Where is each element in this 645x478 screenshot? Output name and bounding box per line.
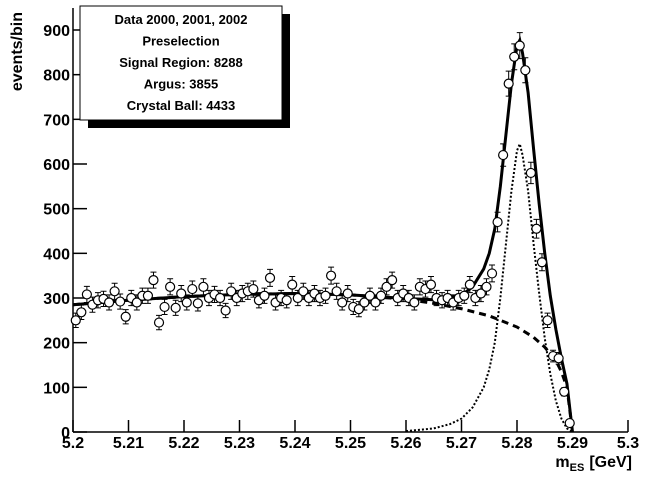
y-tick-label: 0 [61,425,70,442]
x-tick-label: 5.21 [113,435,144,452]
x-tick-label: 5.25 [335,435,366,452]
data-point [425,279,437,290]
data-point [214,292,226,304]
x-tick-label: 5.26 [390,435,421,452]
data-point [320,290,331,301]
data-point [498,149,509,161]
data-point [342,288,353,299]
data-point [131,297,142,308]
info-box [79,5,283,121]
data-point [325,270,337,281]
data-point [486,268,498,279]
fit-curve [405,140,574,433]
data-point [70,315,81,326]
x-tick-label: 5.22 [168,435,199,452]
data-point [198,281,209,292]
x-tick-label: 5.24 [279,435,310,452]
data-point [559,386,570,397]
data-point [181,297,192,308]
data-point [492,216,503,228]
data-point [287,279,298,290]
y-tick-label: 800 [43,68,70,85]
data-point [481,281,492,292]
info-box-line: Data 2000, 2001, 2002 [115,12,248,27]
data-point [192,298,203,309]
data-point [564,417,575,429]
y-tick-label: 700 [43,112,70,129]
data-point [81,289,92,300]
data-point [298,286,309,297]
x-label-unit: [GeV] [589,454,632,471]
data-point [220,305,231,316]
data-point [459,290,470,301]
x-tick-label: 5.28 [501,435,532,452]
data-point [542,315,553,326]
data-point [375,290,387,301]
y-tick-label: 900 [43,23,70,40]
y-tick-label: 100 [43,380,70,397]
info-box-line: Crystal Ball: 4433 [127,98,235,113]
data-point [553,353,564,364]
data-point [464,279,475,290]
x-tick-label: 5.27 [446,435,477,452]
data-point [387,275,398,286]
data-point [531,223,542,234]
data-point [359,297,370,308]
data-point [337,297,348,308]
data-point [115,296,126,307]
data-point [264,272,276,283]
data-point [381,281,392,292]
x-tick-label: 5.29 [557,435,588,452]
y-tick-label: 300 [43,291,70,308]
data-point [525,167,536,179]
data-point [514,40,525,51]
data-point [187,283,198,295]
info-box-line: Signal Region: 8288 [119,55,243,70]
data-point [475,288,487,299]
data-point [153,317,165,328]
y-tick-label: 500 [43,202,70,219]
data-point [176,288,187,299]
y-axis-label: events/bin [9,12,26,91]
y-tick-label: 400 [43,246,70,263]
info-box-line: Argus: 3855 [144,77,218,92]
data-point [120,311,131,322]
x-label-sub: ES [570,462,585,474]
x-tick-label: 5.23 [224,435,255,452]
data-point [103,297,115,308]
data-point [170,302,181,313]
x-tick-label: 5.3 [617,435,639,452]
x-label-main: m [555,454,569,471]
data-point [353,304,364,315]
data-point [370,297,381,308]
data-point [248,283,259,295]
data-point [226,286,237,297]
x-axis-label: mES [GeV] [555,454,632,474]
data-point [409,297,420,308]
data-point [331,286,342,297]
data-point [159,301,170,313]
data-point [165,281,176,292]
data-point [281,295,292,306]
data-point [503,78,514,89]
data-point [259,290,270,301]
data-point [536,257,548,268]
data-point [148,275,159,286]
data-point [292,292,303,304]
data-point [520,65,531,76]
y-tick-label: 200 [43,336,70,353]
data-point [364,290,376,301]
data-point [509,51,520,62]
info-box-line: Preselection [142,34,219,49]
data-point [142,290,154,301]
data-point [109,286,120,297]
y-tick-label: 600 [43,157,70,174]
x-tick-label: 5.2 [62,435,84,452]
data-point [76,307,87,318]
